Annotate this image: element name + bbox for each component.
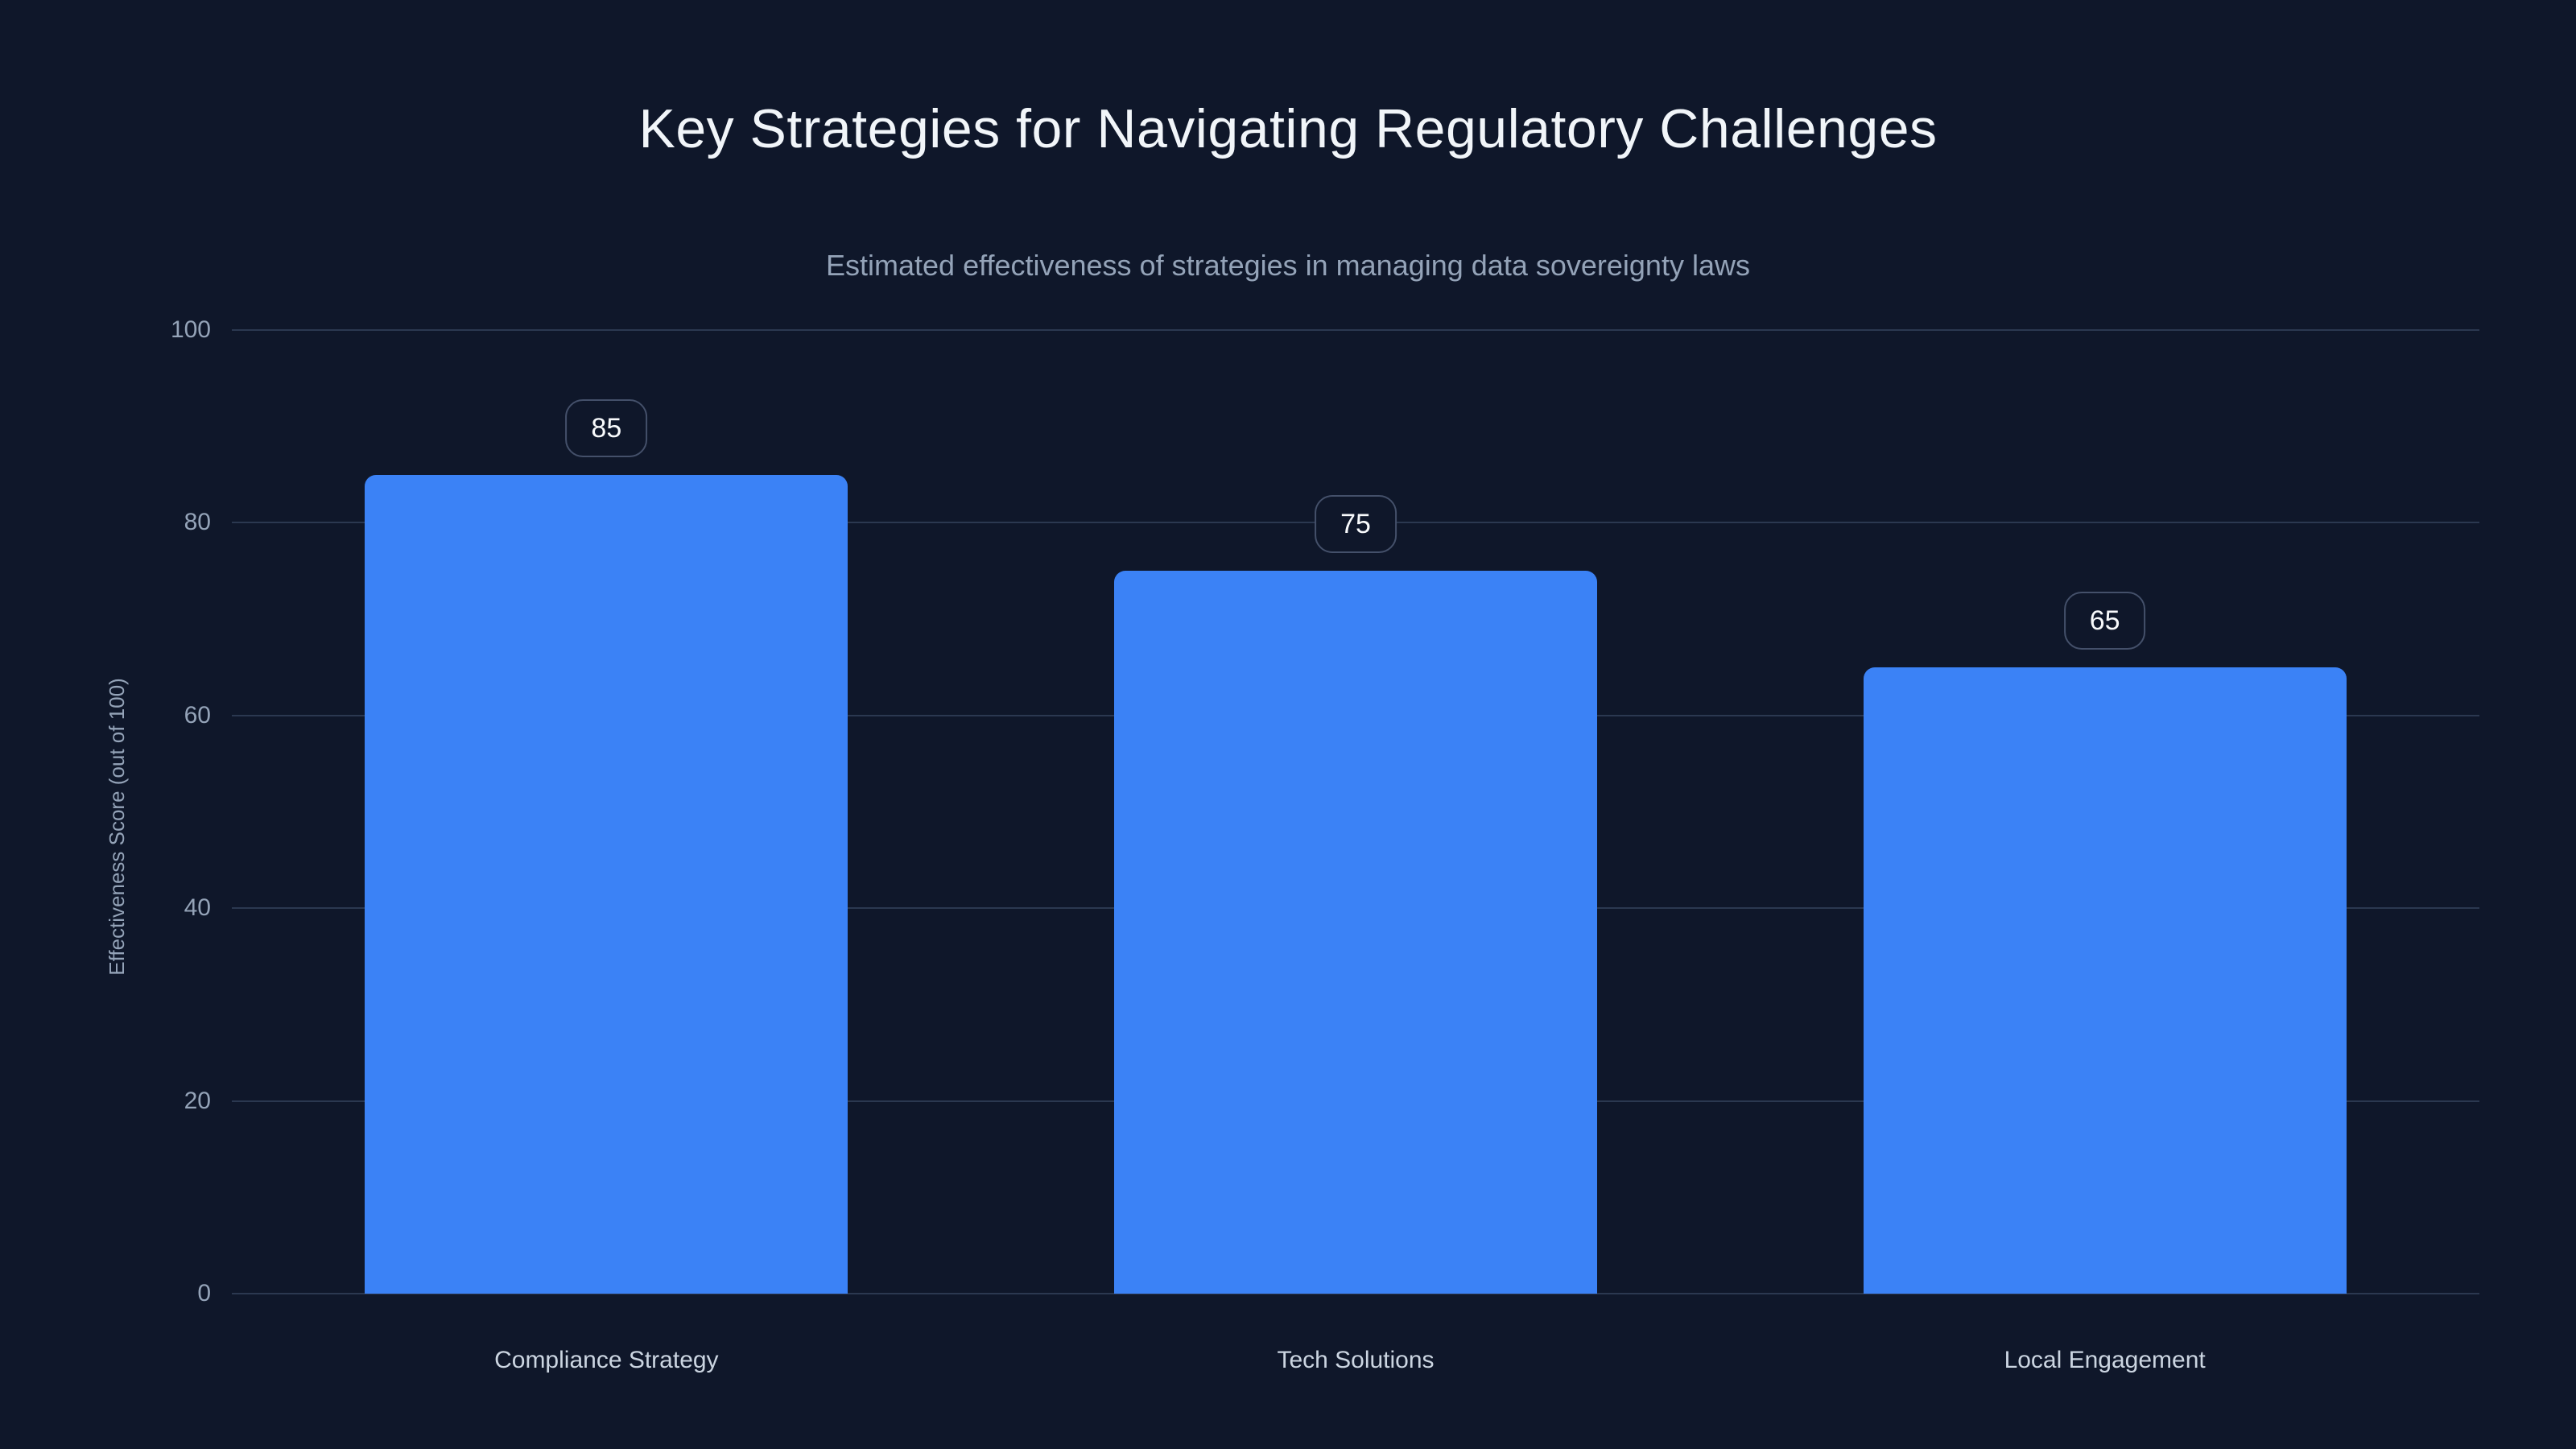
chart-subtitle: Estimated effectiveness of strategies in…	[826, 249, 1750, 282]
value-badge-0: 85	[565, 398, 648, 457]
gridline-100	[232, 329, 2479, 331]
value-badge-1: 75	[1315, 495, 1397, 554]
gridline-0	[232, 1293, 2479, 1294]
y-tick-label-80: 80	[184, 509, 211, 536]
x-tick-label-0: Compliance Strategy	[494, 1347, 719, 1373]
x-tick-label-2: Local Engagement	[2004, 1347, 2206, 1373]
bar-0[interactable]	[365, 474, 848, 1294]
y-tick-label-40: 40	[184, 894, 211, 922]
x-tick-label-1: Tech Solutions	[1277, 1347, 1435, 1373]
bar-1[interactable]	[1114, 571, 1597, 1294]
y-tick-label-0: 0	[197, 1280, 211, 1307]
y-axis-title: Effectiveness Score (out of 100)	[105, 678, 129, 976]
y-tick-label-100: 100	[170, 316, 211, 343]
chart-title: Key Strategies for Navigating Regulatory…	[638, 98, 1938, 159]
value-badge-2: 65	[2063, 591, 2146, 650]
bar-2[interactable]	[1863, 667, 2347, 1294]
y-tick-label-60: 60	[184, 701, 211, 729]
y-tick-label-20: 20	[184, 1087, 211, 1114]
